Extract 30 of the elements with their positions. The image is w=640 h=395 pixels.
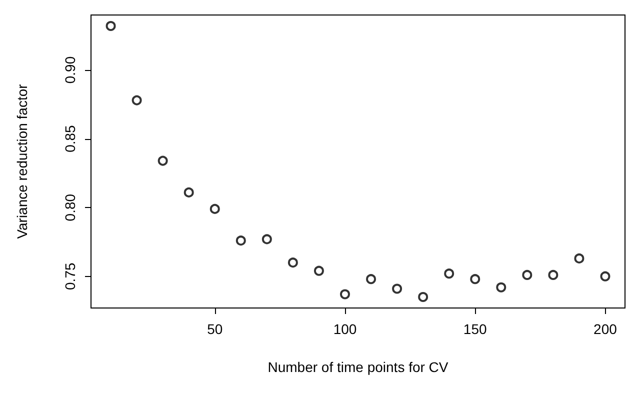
point [600, 271, 610, 282]
point [314, 266, 324, 276]
point [470, 274, 480, 284]
point [366, 274, 376, 284]
point [184, 187, 194, 198]
y-tick-label: 0.90 [62, 56, 78, 84]
y-tick-label: 0.75 [62, 262, 78, 290]
point [574, 253, 584, 264]
x-tick-label: 200 [594, 321, 618, 337]
point [288, 258, 298, 268]
point [522, 270, 532, 280]
point [236, 236, 246, 246]
x-tick-label: 100 [333, 321, 357, 337]
point [340, 289, 350, 300]
point [548, 270, 558, 280]
point [444, 268, 454, 279]
y-axis-title: Variance reduction factor [14, 84, 30, 239]
x-tick-label: 150 [463, 321, 487, 337]
point [158, 156, 168, 166]
point [418, 292, 428, 302]
point [132, 95, 142, 106]
x-tick-label: 50 [207, 321, 223, 337]
x-axis-title: Number of time points for CV [268, 359, 449, 375]
point [262, 234, 272, 244]
point [496, 282, 506, 292]
point [210, 204, 220, 214]
point [392, 284, 402, 294]
point [106, 21, 116, 31]
y-tick-label: 0.80 [62, 194, 78, 222]
y-tick-label: 0.85 [62, 124, 78, 152]
